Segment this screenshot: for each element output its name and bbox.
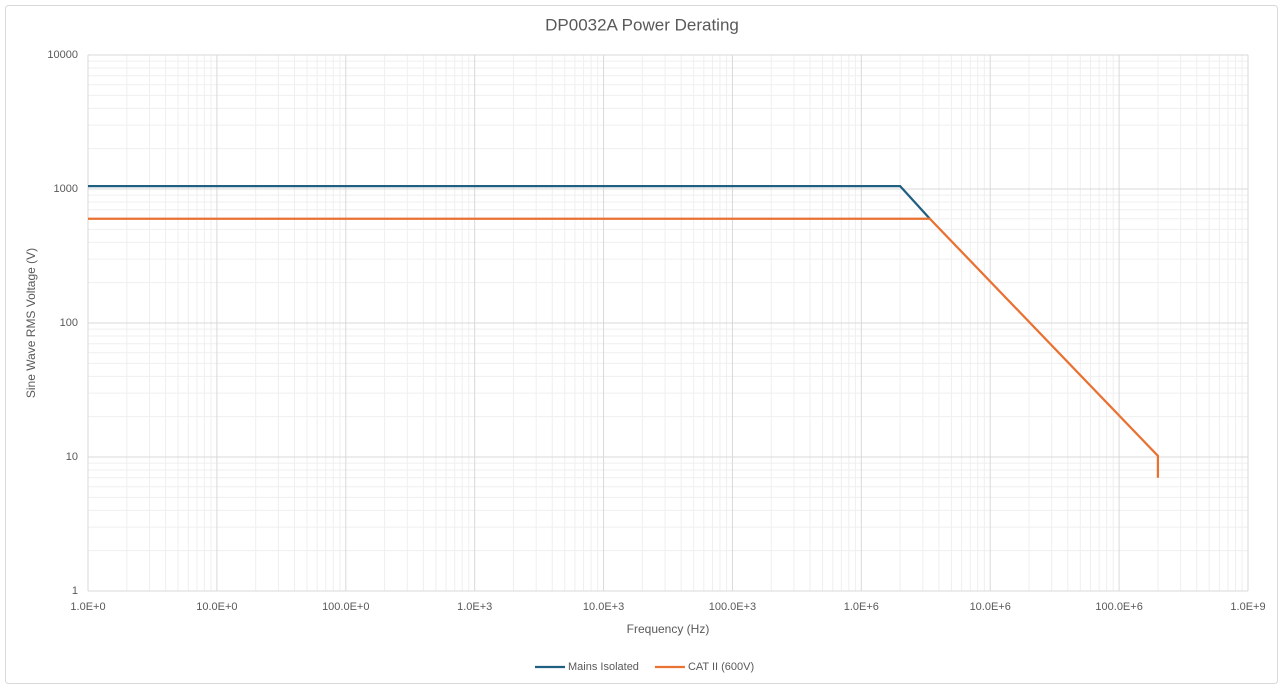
y-axis-title: Sine Wave RMS Voltage (V) [24, 248, 38, 398]
grid [87, 54, 1249, 592]
x-tick-label: 10.0E+3 [583, 601, 624, 613]
x-tick-label: 10.0E+0 [196, 601, 237, 613]
y-tick-label: 10000 [47, 49, 78, 61]
line-series [88, 185, 931, 220]
line-series [88, 217, 1160, 478]
x-tick-label: 1.0E+9 [1230, 601, 1265, 613]
legend-label: CAT II (600V) [688, 661, 754, 673]
y-tick-label: 10 [66, 451, 78, 463]
plot [88, 185, 1160, 478]
legend-label: Mains Isolated [568, 661, 639, 673]
x-tick-label: 100.0E+0 [322, 601, 369, 613]
chart-title: DP0032A Power Derating [545, 15, 739, 34]
x-tick-label: 10.0E+6 [970, 601, 1011, 613]
x-tick-label: 100.0E+3 [709, 601, 756, 613]
x-tick-label: 100.0E+6 [1095, 601, 1142, 613]
x-tick-label: 1.0E+0 [70, 601, 105, 613]
y-tick-label: 1 [72, 585, 78, 597]
legend: Mains Isolated CAT II (600V) [535, 661, 754, 673]
chart-border [5, 5, 1278, 684]
y-tick-label: 1000 [54, 183, 78, 195]
y-tick-label: 100 [60, 317, 78, 329]
x-tick-label: 1.0E+3 [457, 601, 492, 613]
x-tick-label: 1.0E+6 [844, 601, 879, 613]
x-axis-title: Frequency (Hz) [627, 622, 710, 636]
